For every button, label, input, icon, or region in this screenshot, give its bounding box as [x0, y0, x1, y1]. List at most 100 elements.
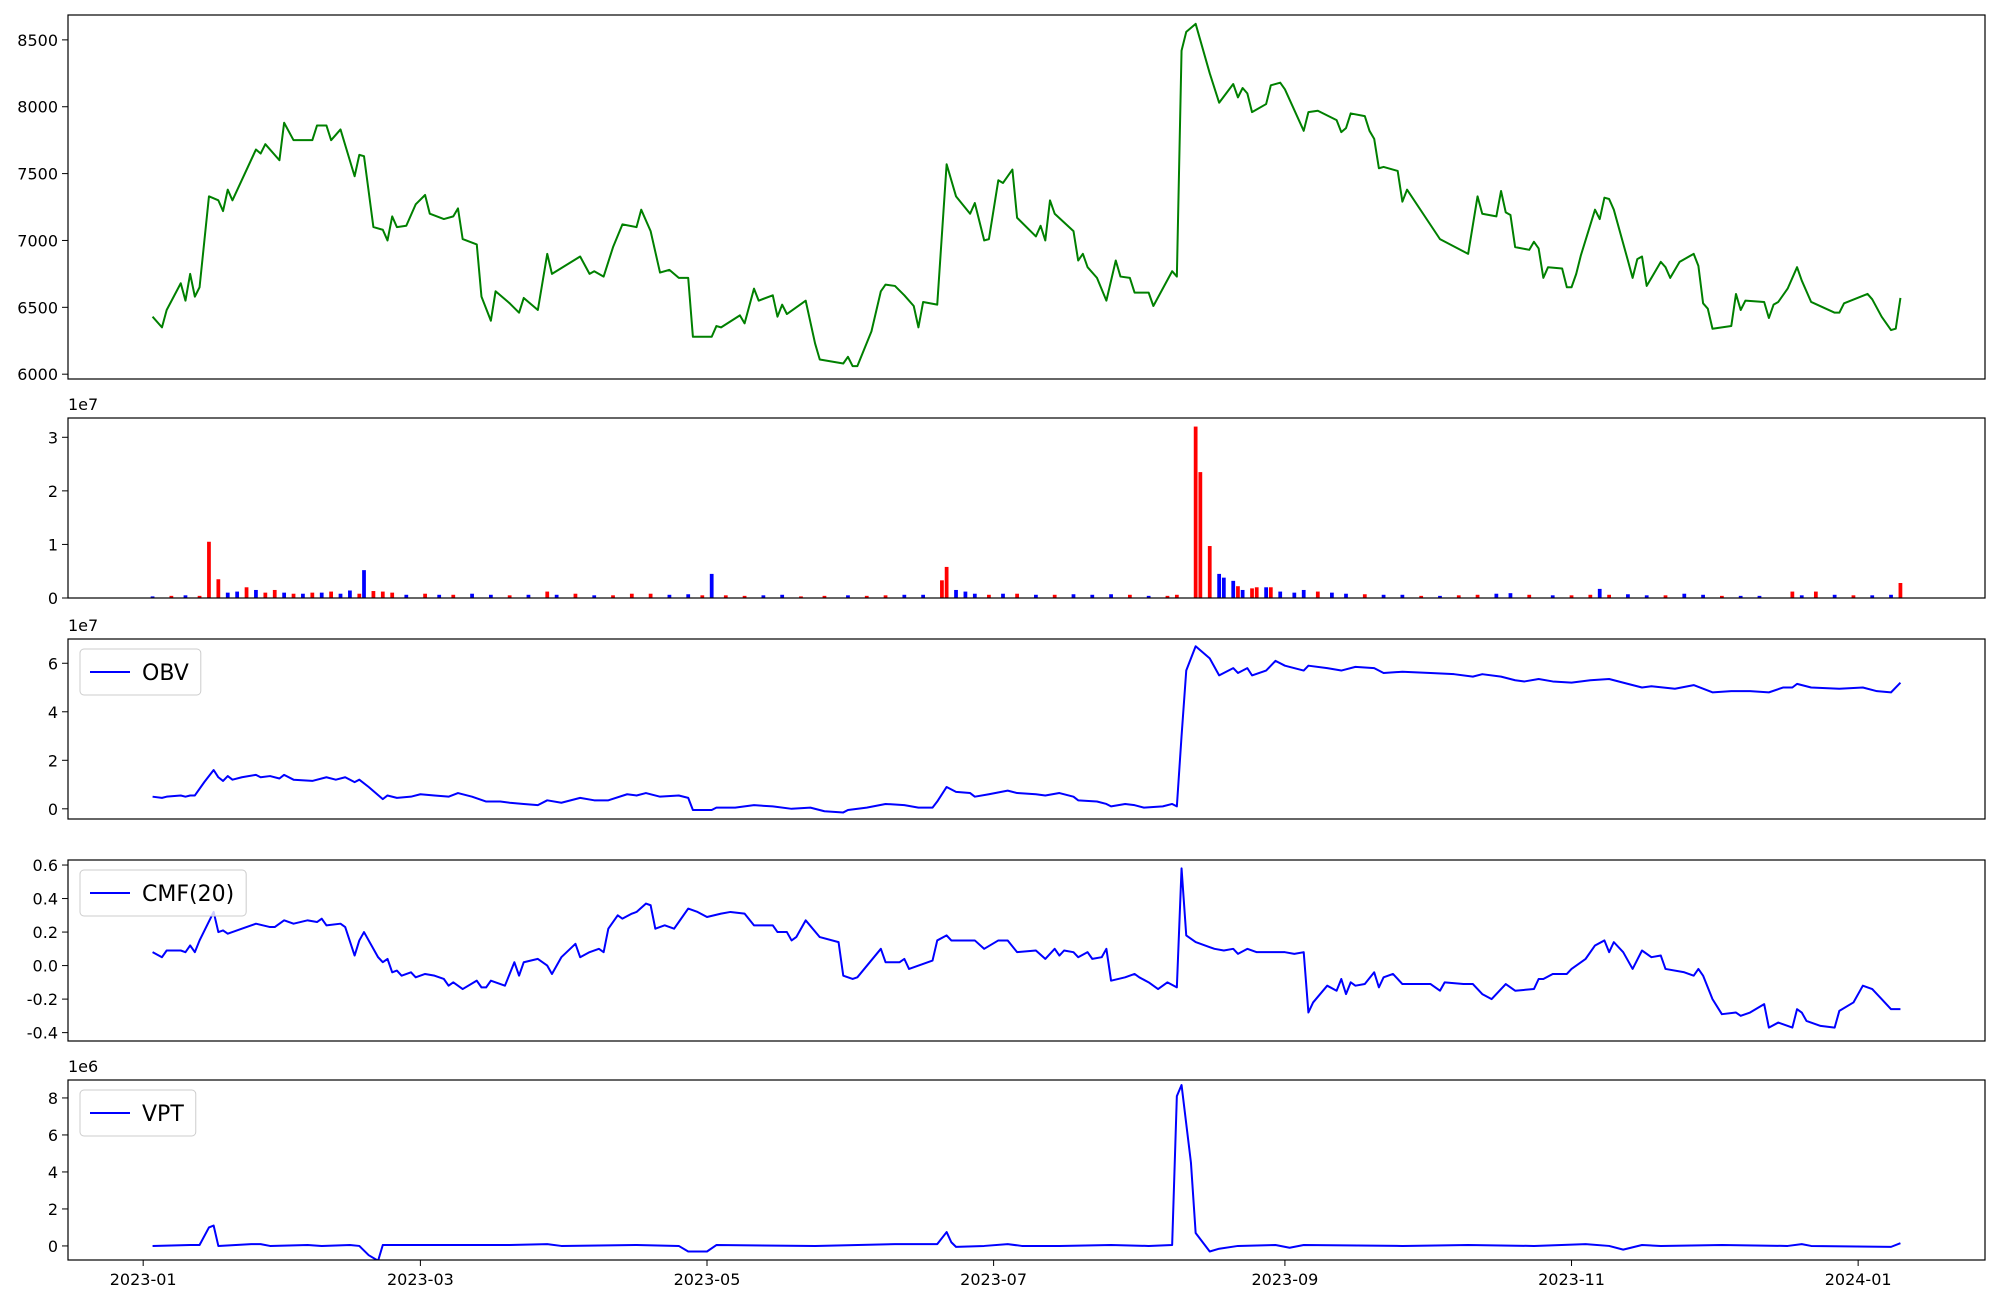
plot-area [152, 867, 1901, 1029]
bar [822, 595, 827, 598]
bar [1344, 593, 1348, 598]
bar [554, 594, 559, 598]
bar [338, 593, 343, 598]
bar [310, 592, 315, 598]
bar [1174, 594, 1179, 598]
bar [1720, 595, 1724, 598]
bar [291, 593, 296, 598]
bar [1790, 591, 1795, 598]
y-tick-label: 6 [48, 1126, 58, 1145]
bar [1240, 589, 1245, 598]
x-tick-label: 2023-09 [1251, 1270, 1318, 1289]
legend-box [79, 869, 247, 917]
bar [451, 594, 456, 598]
y-tick-label: -0.4 [27, 1024, 58, 1043]
bar [1588, 594, 1593, 598]
bar [921, 594, 926, 598]
y-tick-label: 0.4 [33, 890, 58, 909]
bar [1292, 592, 1297, 598]
bar [1701, 594, 1705, 598]
bar [390, 592, 395, 598]
bar [1644, 595, 1649, 598]
bar [1362, 594, 1367, 598]
y-tick-label: 2 [48, 751, 58, 770]
bar [526, 594, 531, 598]
plot-area [152, 1083, 1901, 1260]
bar [1569, 595, 1574, 598]
y-tick-label: 0.6 [33, 856, 58, 875]
bar [1330, 592, 1334, 598]
bar [1381, 594, 1386, 598]
bar [1607, 594, 1611, 598]
bar [319, 592, 324, 598]
bar [761, 595, 766, 598]
legend-label: VPT [142, 1102, 184, 1127]
bar [470, 593, 474, 598]
offset-text: 1e6 [68, 1057, 98, 1076]
axes-frame [67, 1079, 1986, 1261]
bar [169, 595, 174, 598]
y-tick-label: 2 [48, 482, 58, 501]
legend-label: OBV [142, 661, 189, 686]
bar [1165, 595, 1170, 598]
bar [1301, 589, 1306, 598]
bar [1250, 588, 1254, 598]
bar [1870, 595, 1875, 598]
y-tick-label: 4 [48, 703, 58, 722]
bar [709, 573, 714, 598]
bar [944, 566, 949, 598]
x-tick-label: 2023-11 [1538, 1270, 1605, 1289]
bar [357, 593, 362, 598]
bar [362, 570, 366, 598]
plot-area [152, 645, 1902, 814]
bar [371, 591, 376, 598]
y-tick-label: 0 [48, 800, 58, 819]
bar [329, 591, 333, 598]
bar [1508, 593, 1513, 598]
bar [799, 596, 803, 598]
bar [437, 594, 442, 598]
axes-frame [67, 638, 1986, 820]
bar [1494, 593, 1499, 598]
bar [1813, 591, 1818, 598]
bar [216, 579, 221, 598]
legend: VPT [79, 1089, 197, 1137]
bar [972, 593, 977, 598]
y-tick-label: 0 [48, 589, 58, 608]
legend-box [79, 648, 202, 696]
y-tick-label: 0.2 [33, 923, 58, 942]
bar [667, 594, 672, 598]
bar [1315, 591, 1320, 598]
bar [254, 589, 258, 598]
plot-area [151, 22, 1902, 368]
y-tick-label: 2 [48, 1200, 58, 1219]
bar [846, 595, 850, 598]
axes-frame [67, 14, 1986, 380]
y-tick-label: 3 [48, 428, 58, 447]
legend-box [79, 1089, 197, 1137]
bar [1889, 594, 1893, 598]
bar [592, 595, 597, 598]
bar [1254, 587, 1259, 598]
bar [150, 596, 155, 598]
y-tick-label: 8000 [17, 98, 58, 117]
bar [282, 592, 287, 598]
legend: OBV [79, 648, 202, 696]
bar [1550, 595, 1555, 598]
bar [301, 593, 305, 598]
y-tick-label: 0 [48, 1237, 58, 1256]
bar [404, 594, 409, 598]
panel: 6000 6500 7000 7500 8000 8500 [17, 14, 1986, 384]
bar [629, 593, 634, 598]
bar [1221, 577, 1226, 598]
bar [780, 594, 785, 598]
bar [488, 594, 493, 598]
x-tick-label: 2023-05 [674, 1270, 741, 1289]
x-tick-label: 2024-01 [1825, 1270, 1892, 1289]
bar [1231, 580, 1236, 598]
y-tick-label: 0.0 [33, 957, 58, 976]
bar [1663, 595, 1668, 598]
bar [272, 589, 277, 598]
y-tick-label: 8500 [17, 31, 58, 50]
